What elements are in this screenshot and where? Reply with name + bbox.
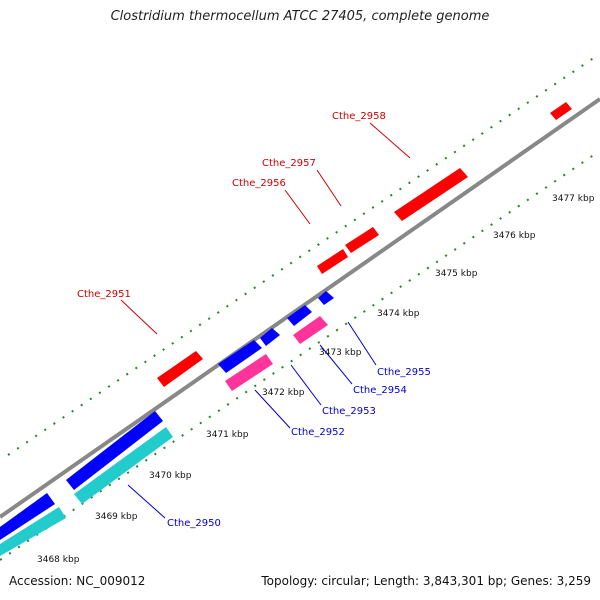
kbp-label: 3473 kbp	[319, 348, 362, 358]
label-cthe-2952: Cthe_2952	[291, 427, 345, 438]
genome-stats-label: Topology: circular; Length: 3,843,301 bp…	[261, 574, 591, 588]
gene-cthe-2955[interactable]	[318, 291, 334, 305]
gene-cthe-2951[interactable]	[157, 351, 203, 387]
label-leaders	[120, 122, 411, 519]
gene-cthe-2950[interactable]	[66, 411, 163, 490]
kbp-label: 3477 kbp	[552, 194, 595, 204]
outer-tick-track	[7, 54, 599, 456]
label-cthe-2956: Cthe_2956	[232, 178, 286, 189]
kbp-label: 3472 kbp	[262, 388, 305, 398]
gene-cthe-2958[interactable]	[550, 102, 572, 120]
kbp-label: 3469 kbp	[95, 512, 138, 522]
gene-cthe-2952-rna[interactable]	[225, 354, 273, 391]
label-cthe-2954: Cthe_2954	[353, 385, 407, 396]
label-cthe-2957: Cthe_2957	[262, 158, 316, 169]
inner-tick-track	[0, 151, 599, 561]
gene-labels: Cthe_2958 Cthe_2957 Cthe_2956 Cthe_2951 …	[77, 111, 431, 529]
label-cthe-2958: Cthe_2958	[332, 111, 386, 122]
gene-left-blue[interactable]	[0, 493, 55, 540]
forward-genes	[157, 102, 572, 387]
gene-left-cyan[interactable]	[0, 507, 66, 556]
kbp-label: 3468 kbp	[37, 555, 80, 565]
gene-cthe-2950-other[interactable]	[74, 427, 173, 504]
label-cthe-2951: Cthe_2951	[77, 289, 131, 300]
gene-cthe-2957[interactable]	[394, 168, 468, 221]
map-title: Clostridium thermocellum ATCC 27405, com…	[110, 9, 490, 24]
genome-backbone	[0, 97, 600, 519]
gene-cthe-2953-rna[interactable]	[293, 316, 328, 344]
gene-cthe-2953[interactable]	[218, 340, 262, 373]
label-cthe-2955: Cthe_2955	[377, 367, 431, 378]
kbp-label: 3471 kbp	[206, 430, 249, 440]
kbp-label: 3476 kbp	[493, 231, 536, 241]
label-cthe-2950: Cthe_2950	[167, 518, 221, 529]
reverse-genes	[0, 291, 334, 556]
kbp-label: 3474 kbp	[377, 309, 420, 319]
gene-cthe-2954b[interactable]	[260, 328, 280, 346]
label-cthe-2953: Cthe_2953	[322, 406, 376, 417]
accession-label: Accession: NC_009012	[9, 574, 146, 588]
kbp-label: 3475 kbp	[435, 269, 478, 279]
gene-cthe-2954[interactable]	[287, 305, 312, 326]
gene-cthe-2956b[interactable]	[317, 249, 348, 274]
scale-labels: 3468 kbp 3469 kbp 3470 kbp 3471 kbp 3472…	[37, 194, 595, 565]
kbp-label: 3470 kbp	[149, 471, 192, 481]
gene-cthe-2956[interactable]	[345, 227, 379, 253]
